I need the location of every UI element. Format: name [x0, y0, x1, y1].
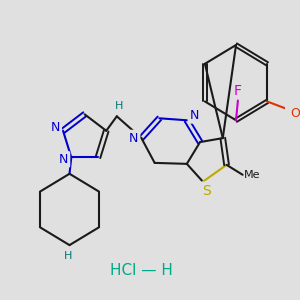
Text: N: N	[190, 109, 199, 122]
Text: O: O	[291, 107, 300, 120]
Text: N: N	[59, 153, 68, 166]
Text: S: S	[202, 184, 211, 198]
Text: H: H	[115, 101, 123, 111]
Text: H: H	[63, 251, 72, 261]
Text: HCl — H: HCl — H	[110, 263, 173, 278]
Text: N: N	[51, 121, 60, 134]
Text: N: N	[129, 132, 139, 145]
Text: Me: Me	[244, 170, 260, 180]
Text: F: F	[234, 84, 242, 98]
